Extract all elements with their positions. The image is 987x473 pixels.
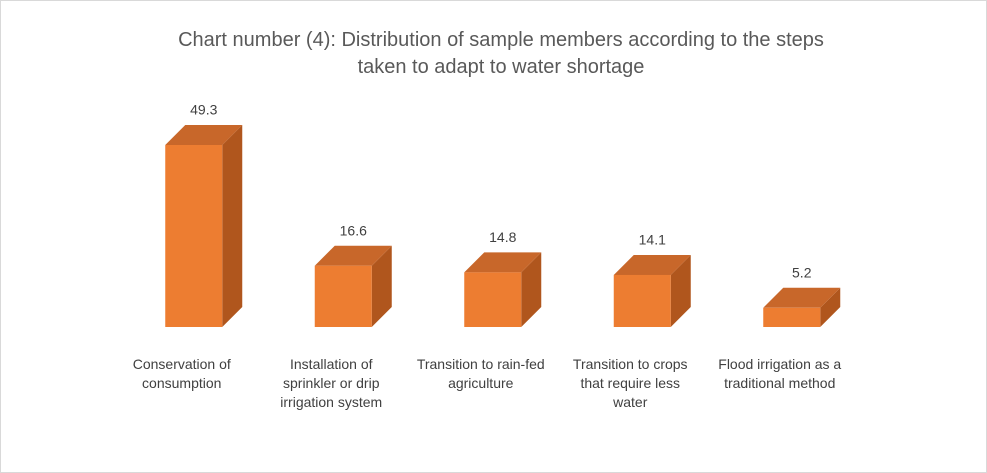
bar-front xyxy=(165,145,223,327)
bar-top xyxy=(314,245,392,266)
bar-front xyxy=(763,307,821,327)
x-tick-label: Transition to crops that require less wa… xyxy=(572,356,688,410)
bar-top xyxy=(464,252,542,273)
bar-side xyxy=(820,287,841,327)
x-tick-label: Installation of sprinkler or drip irriga… xyxy=(280,356,383,410)
bar-top xyxy=(763,287,841,308)
bar xyxy=(314,245,392,327)
bar-top xyxy=(613,254,691,275)
bar-top xyxy=(165,125,243,145)
bar xyxy=(165,125,243,327)
bar xyxy=(763,287,841,327)
data-label: 5.2 xyxy=(792,265,812,281)
data-label: 14.8 xyxy=(489,229,516,245)
bar-side xyxy=(222,125,243,327)
data-label: 14.1 xyxy=(639,232,666,248)
bar-front xyxy=(464,272,522,327)
x-tick-label: Conservation of consumption xyxy=(132,356,231,391)
x-tick-label: Flood irrigation as a traditional method xyxy=(718,356,842,391)
bar-side xyxy=(371,245,392,327)
bar-front xyxy=(613,274,671,327)
data-label: 16.6 xyxy=(340,222,367,238)
bar-front xyxy=(314,265,372,327)
bar-side xyxy=(521,252,542,327)
bar-side xyxy=(670,254,691,327)
data-label: 49.3 xyxy=(190,102,217,118)
bar xyxy=(464,252,542,327)
x-tick-label: Transition to rain-fed agriculture xyxy=(416,356,545,391)
chart-title: Chart number (4): Distribution of sample… xyxy=(178,29,824,78)
bar xyxy=(613,254,691,327)
